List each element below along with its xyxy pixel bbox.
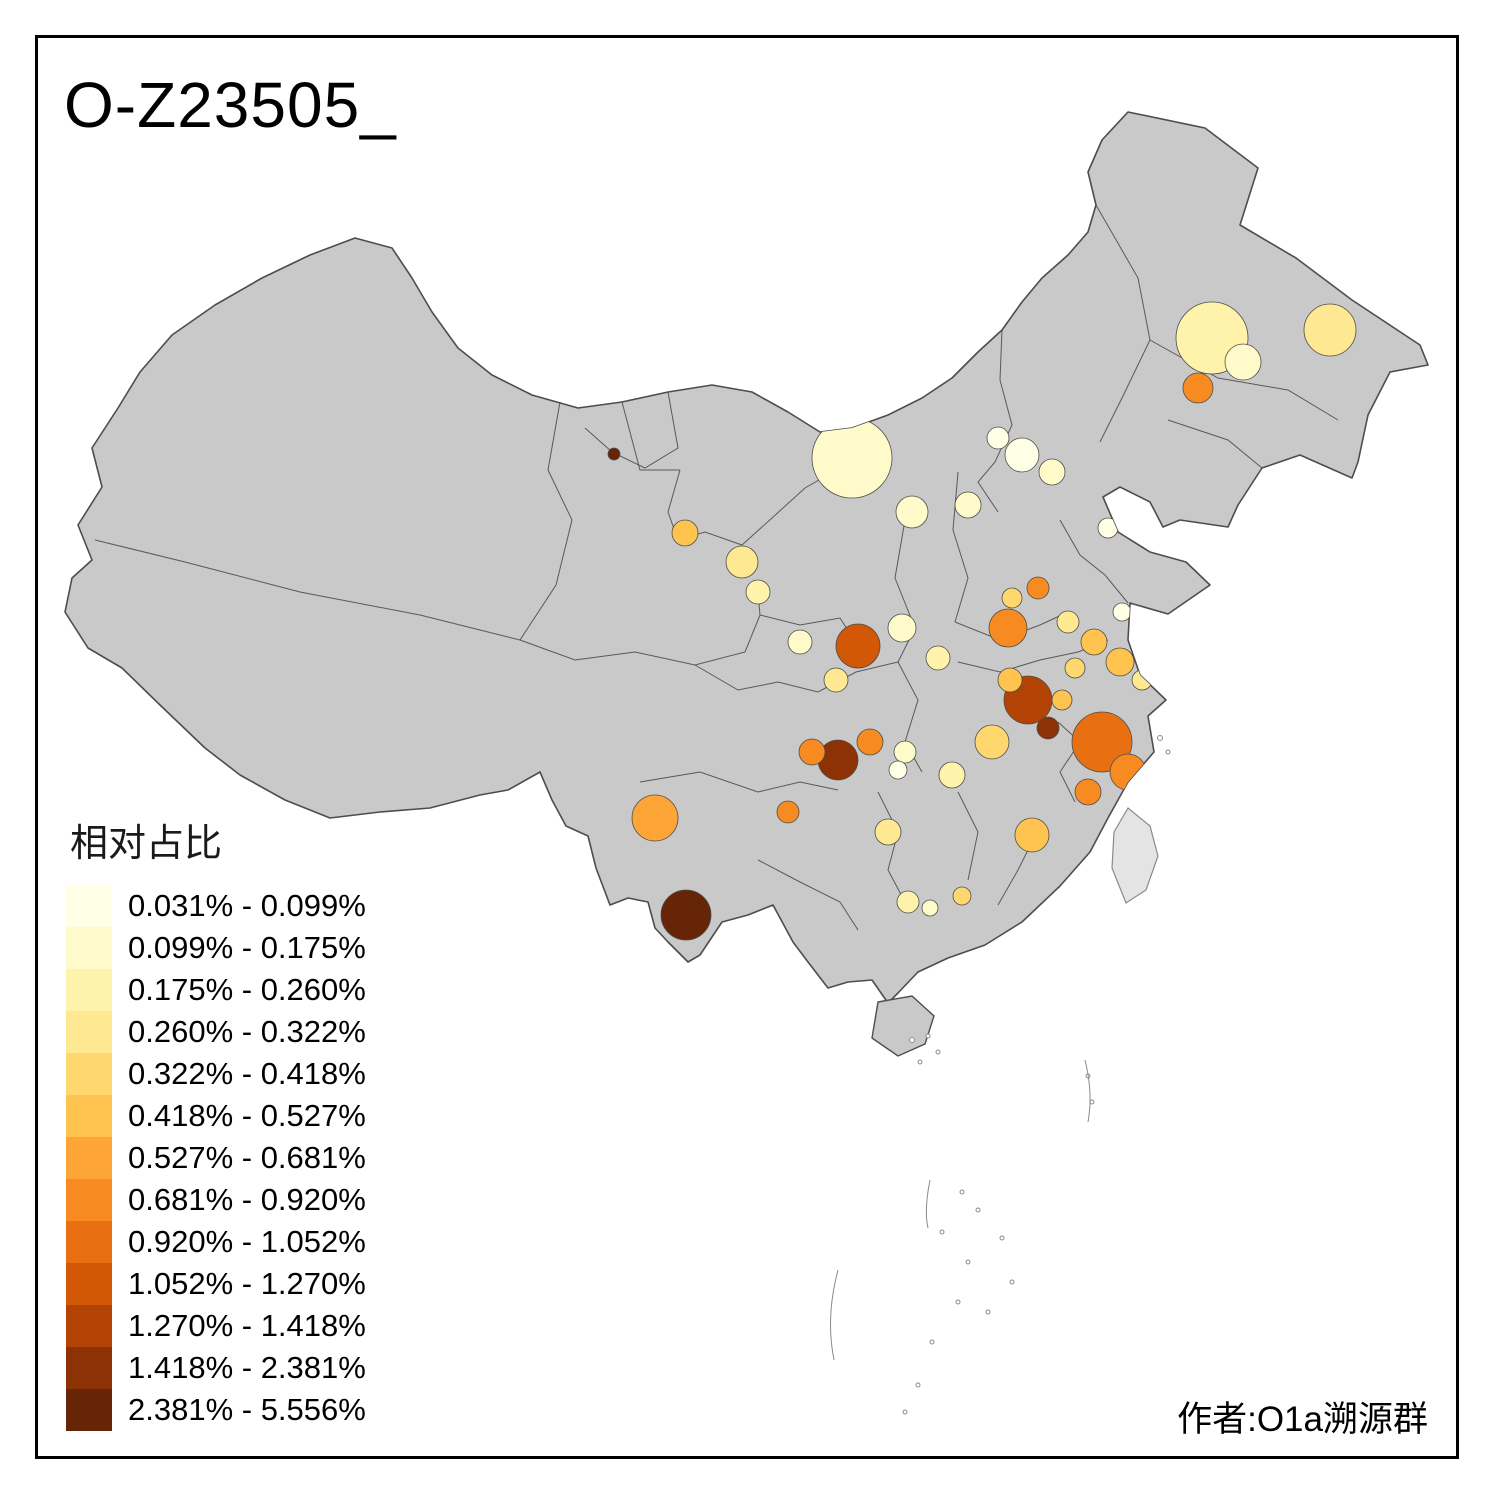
legend-label: 0.527% - 0.681% [128, 1140, 366, 1175]
region-patch [1182, 372, 1214, 404]
legend-label: 0.418% - 0.527% [128, 1098, 366, 1133]
legend-label: 1.270% - 1.418% [128, 1308, 366, 1343]
legend-swatch [66, 1095, 112, 1137]
legend-swatch [66, 1221, 112, 1263]
region-patch [1056, 610, 1080, 634]
legend-swatch [66, 1389, 112, 1431]
legend-entry: 0.418% - 0.527% [66, 1095, 366, 1137]
region-patch [921, 899, 939, 917]
region-patch [823, 667, 849, 693]
legend-label: 0.031% - 0.099% [128, 888, 366, 923]
legend-entry: 0.681% - 0.920% [66, 1179, 366, 1221]
region-patch [1097, 517, 1119, 539]
region-patch [1071, 711, 1133, 773]
region-patch [1112, 602, 1132, 622]
region-patch [1004, 437, 1040, 473]
region-patch [1014, 817, 1050, 853]
legend-title: 相对占比 [70, 823, 223, 865]
legend-label: 0.175% - 0.260% [128, 972, 366, 1007]
region-patch [1051, 689, 1073, 711]
legend-label: 1.052% - 1.270% [128, 1266, 366, 1301]
region-patch [896, 890, 920, 914]
legend-entry: 0.031% - 0.099% [66, 885, 366, 927]
region-patch [887, 613, 917, 643]
legend-swatch [66, 1263, 112, 1305]
legend-label: 2.381% - 5.556% [128, 1392, 366, 1427]
region-patch [798, 738, 826, 766]
legend-label: 0.322% - 0.418% [128, 1056, 366, 1091]
legend-entry: 0.527% - 0.681% [66, 1137, 366, 1179]
region-patch [888, 760, 908, 780]
region-patch [1001, 587, 1023, 609]
legend-label: 0.099% - 0.175% [128, 930, 366, 965]
legend-label: 0.920% - 1.052% [128, 1224, 366, 1259]
legend-swatch [66, 1305, 112, 1347]
region-patch [631, 794, 679, 842]
region-patch [997, 667, 1023, 693]
author-credit: 作者:O1a溯源群 [1177, 1400, 1428, 1439]
region-patch [1064, 657, 1086, 679]
region-patch [893, 740, 917, 764]
region-patch [1036, 716, 1060, 740]
region-patch [811, 417, 893, 499]
region-patch [835, 623, 881, 669]
legend-label: 0.260% - 0.322% [128, 1014, 366, 1049]
region-patch [986, 426, 1010, 450]
legend-label: 1.418% - 2.381% [128, 1350, 366, 1385]
region-patch [938, 761, 966, 789]
region-patch [1224, 343, 1262, 381]
region-patch [1105, 647, 1135, 677]
region-patch [1074, 778, 1102, 806]
region-patch [974, 724, 1010, 760]
legend-entry: 1.052% - 1.270% [66, 1263, 366, 1305]
legend-swatch [66, 1347, 112, 1389]
region-patch [954, 491, 982, 519]
legend-entry: 0.175% - 0.260% [66, 969, 366, 1011]
region-patch [1131, 669, 1153, 691]
region-patch [1303, 303, 1357, 357]
legend-swatch [66, 969, 112, 1011]
legend-entry: 0.099% - 0.175% [66, 927, 366, 969]
legend-entry: 1.418% - 2.381% [66, 1347, 366, 1389]
page-title: O-Z23505_ [64, 69, 397, 141]
region-patch [988, 608, 1028, 648]
region-patch [874, 818, 902, 846]
region-patch [925, 645, 951, 671]
region-patch [817, 739, 859, 781]
taiwan-island-shape [1111, 807, 1159, 904]
legend-swatch [66, 927, 112, 969]
region-patch [776, 800, 800, 824]
legend-entries: 0.031% - 0.099% 0.099% - 0.175% 0.175% - 0… [66, 885, 366, 1431]
legend-entry: 2.381% - 5.556% [66, 1389, 366, 1431]
legend-swatch [66, 885, 112, 927]
map-patches [607, 301, 1357, 941]
region-patch [660, 889, 712, 941]
hainan-island-shape [871, 995, 935, 1057]
region-patch [671, 519, 699, 547]
legend-swatch [66, 1137, 112, 1179]
region-patch [1026, 576, 1050, 600]
region-patch [1109, 753, 1147, 791]
region-patch [787, 629, 813, 655]
region-patch [607, 447, 621, 461]
legend-entry: 0.260% - 0.322% [66, 1011, 366, 1053]
legend-swatch [66, 1053, 112, 1095]
legend-entry: 0.322% - 0.418% [66, 1053, 366, 1095]
region-patch [725, 545, 759, 579]
legend: 相对占比 0.031% - 0.099% 0.099% - 0.175% 0.175… [66, 812, 366, 1431]
region-patch [1080, 628, 1108, 656]
region-patch [895, 495, 929, 529]
south-china-sea-islands [830, 735, 1171, 1415]
legend-entry: 0.920% - 1.052% [66, 1221, 366, 1263]
legend-swatch [66, 1011, 112, 1053]
region-patch [1038, 458, 1066, 486]
legend-entry: 1.270% - 1.418% [66, 1305, 366, 1347]
region-patch [856, 728, 884, 756]
region-patch [952, 886, 972, 906]
region-patch [745, 579, 771, 605]
legend-label: 0.681% - 0.920% [128, 1182, 366, 1217]
legend-swatch [66, 1179, 112, 1221]
